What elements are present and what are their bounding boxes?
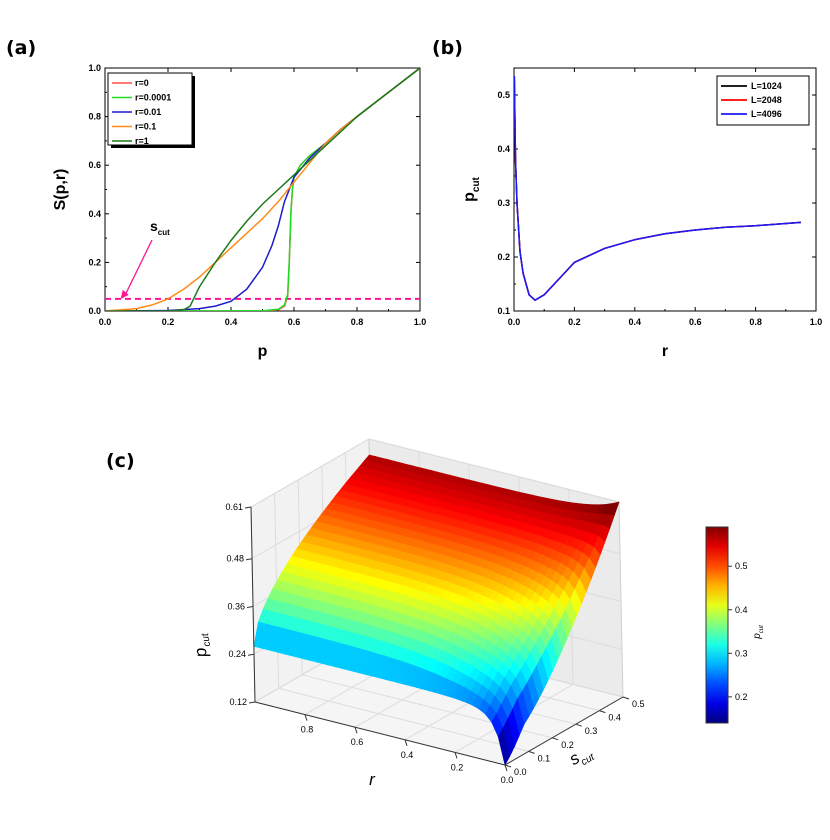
x-tick-label-b: 1.0 [810,317,823,327]
y-tick-label-b: 0.3 [497,198,510,208]
x-tick-label-b: 0.0 [508,317,521,327]
z-tick-label: 0.48 [227,554,245,564]
r-axis-line [254,701,506,766]
x-axis-label-b: r [662,343,668,360]
legend-label-b: L=2048 [751,95,782,105]
series-line-r-1 [105,68,420,311]
z-axis-line [250,506,256,703]
x-tick-label-b: 0.4 [629,317,642,327]
s-tick-label: 0.1 [538,753,551,763]
grid-z [250,438,620,508]
y-tick-label-a: 0.2 [88,257,101,267]
y-tick-label-a: 1.0 [88,63,101,73]
z-tick [247,653,255,656]
legend-label-b: L=4096 [751,109,782,119]
s-tick [504,764,512,768]
chart-b: 0.0 0.2 0.4 0.6 0.8 1.0 0.1 0.2 0.3 0.4 0.5 r pcut L=… [461,67,823,360]
cbar-tick-label: 0.2 [735,692,748,702]
series-line-r-0-1 [105,68,420,311]
r-tick-label: 0.4 [401,750,414,760]
annotation-arrowhead [120,289,129,299]
legend-label-a: r=0.01 [135,107,161,117]
legend-label-a: r=0.0001 [135,93,171,103]
s-tick-label: 0.3 [585,726,598,736]
x-tick-label-a: 0.8 [351,317,364,327]
chart-c: 0.12 0.24 0.36 0.48 0.61 pcut 0.8 0.6 0.4 0.2 0.0 r… [188,438,765,789]
colorbar [705,526,729,724]
x-tick-label-a: 0.4 [225,317,238,327]
x-tick-label-a: 0.6 [288,317,301,327]
y-axis-label-b: pcut [461,176,482,201]
y-tick-label-a: 0.4 [88,209,101,219]
z-tick-label: 0.12 [229,697,247,707]
r-axis-label: r [369,770,376,789]
s-tick-label: 0.2 [561,740,574,750]
z-tick [248,701,256,704]
r-tick [304,714,308,721]
s-tick [599,710,606,714]
panel-a-label: (a) [6,37,37,59]
y-tick-label-b: 0.1 [497,306,510,316]
annotation-arrow [124,239,153,297]
cbar-tick-label: 0.3 [735,648,748,658]
grid-floor [278,687,529,752]
y-tick-label-a: 0.8 [88,112,101,122]
s-tick-label: 0.0 [514,767,527,777]
y-tick-label-b: 0.4 [497,144,510,154]
z-tick-label: 0.36 [228,601,246,611]
x-axis-label-a: p [258,343,268,360]
series-line-L-4096 [514,76,801,302]
r-tick [404,739,408,746]
r-tick [504,764,508,772]
y-tick-label-b: 0.5 [497,90,510,100]
y-tick-label-a: 0.6 [88,160,101,170]
s-tick [528,750,535,754]
x-tick-label-b: 0.2 [568,317,581,327]
r-tick [454,752,458,759]
s-tick [622,696,630,700]
z-tick [245,558,253,561]
x-tick-label-a: 0.2 [162,317,175,327]
colorbar-label: pcut [752,625,765,640]
r-tick-label: 0.8 [301,725,314,735]
legend-label-b: L=1024 [751,81,782,91]
legend-label-a: r=0.1 [135,122,156,132]
r-tick [354,727,358,734]
r-tick-label: 0.2 [451,762,464,772]
s-tick [552,737,559,741]
z-tick [246,605,254,608]
r-tick-label: 0.6 [351,737,364,747]
surface-patch [497,727,511,766]
s-tick-label: 0.5 [632,699,645,709]
panel-c-label: (c) [106,450,135,472]
x-tick-label-a: 1.0 [414,317,427,327]
z-tick-label: 0.61 [225,502,243,512]
chart-a: 0.0 0.2 0.4 0.6 0.8 1.0 0.0 0.2 0.4 0.6 0.8 1.0 p S(p… [52,63,427,360]
x-tick-label-b: 0.8 [749,317,762,327]
panel-b-label: (b) [432,37,463,59]
z-axis-label: pcut [188,631,215,660]
cbar-tick-label: 0.5 [735,561,748,571]
y-tick-label-a: 0.0 [88,306,101,316]
y-tick-label-b: 0.2 [497,252,510,262]
legend-label-a: r=0 [135,78,149,88]
z-tick-label: 0.24 [228,649,246,659]
y-axis-label-a: S(p,r) [52,169,69,211]
s-axis-line [504,696,624,766]
x-tick-label-b: 0.6 [689,317,702,327]
cbar-tick-label: 0.4 [735,605,748,615]
s-tick-label: 0.4 [608,713,621,723]
legend-label-a: r=1 [135,136,149,146]
s-tick [575,723,582,727]
z-tick [244,506,252,509]
legend-box-a [107,72,193,146]
r-tick-label: 0.0 [501,775,514,785]
x-tick-label-a: 0.0 [99,317,112,327]
annotation-scut: scut [150,218,170,237]
